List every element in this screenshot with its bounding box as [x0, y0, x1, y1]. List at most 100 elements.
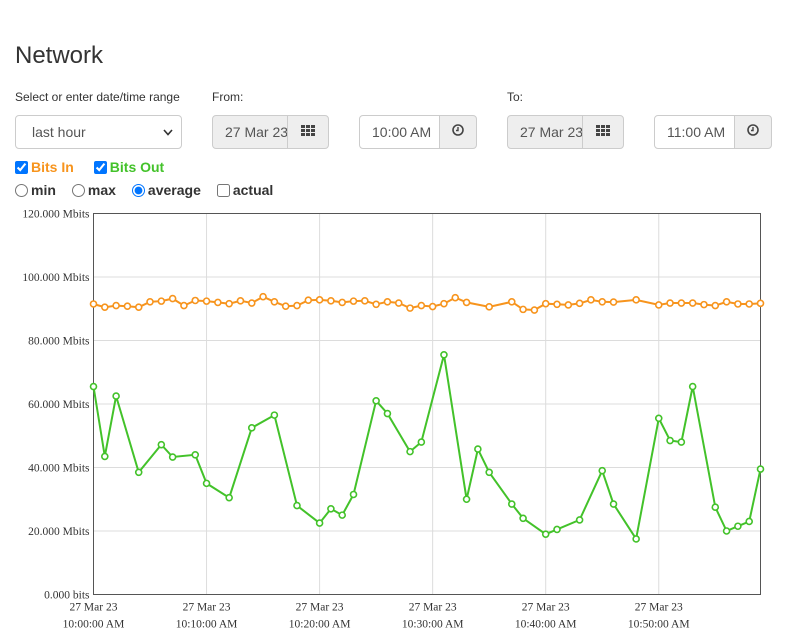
data-point-bits-in	[89, 300, 98, 308]
data-point-bits-in	[440, 299, 448, 308]
agg-max-option[interactable]: max	[71, 182, 116, 198]
network-chart[interactable]: 0.000 bits 20.000 Mbits 40.000 Mbits 60.000…	[0, 200, 787, 634]
data-point-bits-in	[756, 299, 765, 308]
data-point-bits-in	[722, 297, 731, 306]
data-point-bits-out	[711, 503, 720, 511]
data-point-bits-in	[214, 298, 222, 307]
data-point-bits-in	[677, 299, 686, 307]
bits-out-checkbox[interactable]	[93, 160, 107, 174]
data-point-bits-in	[270, 297, 279, 306]
data-point-bits-in	[338, 298, 347, 307]
data-point-bits-in	[485, 303, 493, 311]
data-point-bits-in	[406, 304, 414, 312]
from-time-value: 10:00 AM	[372, 124, 432, 140]
data-point-bits-out	[293, 501, 301, 510]
y-tick-label: 0.000 bits	[44, 590, 90, 602]
from-time-input[interactable]: 10:00 AM	[359, 115, 440, 149]
data-point-bits-in	[598, 297, 607, 306]
agg-min-label: min	[31, 182, 56, 198]
actual-label: actual	[232, 182, 274, 198]
bits-out-toggle[interactable]: Bits Out	[93, 159, 165, 175]
from-date-input[interactable]: 27 Mar 23	[212, 115, 288, 149]
data-point-bits-in	[519, 305, 527, 314]
data-point-bits-in	[745, 300, 753, 308]
data-point-bits-out	[598, 466, 607, 475]
data-point-bits-out	[372, 397, 380, 405]
to-calendar-button[interactable]	[582, 115, 624, 149]
data-point-bits-out	[666, 436, 674, 445]
data-point-bits-in	[711, 301, 720, 310]
data-point-bits-out	[191, 451, 200, 459]
chevron-down-icon	[163, 116, 173, 148]
bits-in-checkbox[interactable]	[15, 160, 28, 174]
from-clock-button[interactable]	[439, 115, 477, 149]
x-tick-time: 10:30:00 AM	[402, 619, 464, 631]
y-tick-label: 80.000 Mbits	[28, 336, 90, 348]
calendar-grid-icon	[596, 123, 610, 141]
data-point-bits-in	[541, 299, 550, 308]
data-point-bits-in	[383, 297, 392, 306]
y-tick-label: 60.000 Mbits	[28, 399, 90, 411]
data-point-bits-out	[575, 516, 584, 524]
actual-option[interactable]: actual	[216, 182, 274, 198]
data-point-bits-in	[101, 303, 109, 311]
data-point-bits-out	[383, 409, 392, 418]
from-calendar-button[interactable]	[287, 115, 329, 149]
data-point-bits-in	[112, 301, 120, 310]
data-point-bits-in	[180, 301, 188, 310]
agg-average-option[interactable]: average	[131, 182, 201, 198]
clock-icon	[747, 123, 759, 141]
data-point-bits-out	[327, 504, 335, 513]
y-tick-label: 120.000 Mbits	[22, 209, 90, 221]
data-point-bits-out	[270, 411, 279, 419]
data-point-bits-in	[734, 300, 742, 308]
data-point-bits-in	[462, 298, 471, 307]
data-point-bits-out	[89, 382, 98, 391]
data-point-bits-in	[372, 300, 380, 309]
data-point-bits-out	[417, 438, 426, 446]
data-point-bits-out	[101, 452, 109, 461]
plot-border	[93, 213, 761, 595]
data-point-bits-out	[756, 465, 765, 473]
data-point-bits-in	[349, 297, 358, 305]
x-tick-date: 27 Mar 23	[70, 602, 118, 614]
range-select[interactable]: last hour	[15, 115, 182, 149]
data-point-bits-in	[168, 294, 177, 303]
data-point-bits-out	[722, 527, 731, 535]
to-time-input[interactable]: 11:00 AM	[654, 115, 735, 149]
data-point-bits-in	[609, 298, 618, 306]
data-point-bits-in	[146, 297, 154, 306]
data-point-bits-out	[168, 453, 177, 461]
x-tick-time: 10:50:00 AM	[628, 619, 690, 631]
x-tick-date: 27 Mar 23	[183, 602, 231, 614]
x-tick-date: 27 Mar 23	[635, 602, 683, 614]
to-date-input[interactable]: 27 Mar 23	[507, 115, 583, 149]
data-point-bits-in	[564, 301, 573, 309]
agg-min-radio[interactable]	[15, 183, 28, 197]
data-point-bits-in	[123, 302, 132, 311]
clock-icon	[452, 123, 464, 141]
data-point-bits-in	[654, 301, 663, 309]
data-point-bits-out	[462, 495, 471, 504]
to-clock-button[interactable]	[734, 115, 772, 149]
data-point-bits-out	[745, 517, 753, 526]
data-point-bits-out	[632, 535, 640, 543]
data-point-bits-in	[632, 296, 640, 304]
bits-in-toggle[interactable]: Bits In	[15, 159, 74, 175]
data-point-bits-out	[485, 468, 493, 477]
series-toggle-row: Bits In Bits Out	[15, 159, 180, 175]
data-point-bits-in	[530, 306, 539, 314]
agg-max-radio[interactable]	[71, 183, 85, 197]
y-tick-label: 20.000 Mbits	[28, 526, 90, 538]
actual-checkbox[interactable]	[216, 183, 230, 197]
data-point-bits-in	[327, 297, 335, 305]
from-label: From:	[212, 90, 244, 104]
x-tick-time: 10:20:00 AM	[289, 619, 351, 631]
agg-average-radio[interactable]	[131, 183, 145, 197]
bits-out-label: Bits Out	[109, 159, 165, 175]
data-point-bits-out	[688, 382, 697, 391]
data-point-bits-in	[575, 299, 584, 308]
agg-min-option[interactable]: min	[15, 182, 56, 198]
x-tick-time: 10:40:00 AM	[515, 619, 577, 631]
x-tick-date: 27 Mar 23	[409, 602, 457, 614]
